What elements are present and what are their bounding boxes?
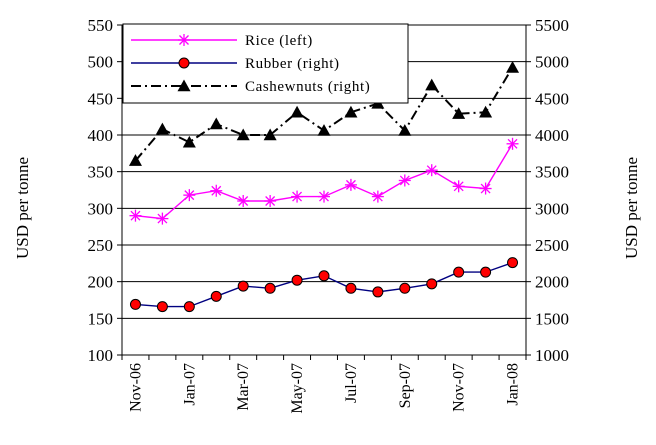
x-tick-label: May-07 xyxy=(289,363,306,414)
data-point xyxy=(372,286,384,298)
legend-label: Rubber (right) xyxy=(245,56,340,72)
left-tick-label: 100 xyxy=(88,346,114,365)
x-axis-ticks: Nov-06 Jan-07 Mar-07 May-07 Jul-07 Sep-07 Nov-… xyxy=(121,355,527,414)
data-point xyxy=(344,105,358,118)
data-point xyxy=(156,301,168,313)
legend-label: Cashewnuts (right) xyxy=(245,79,370,95)
data-point xyxy=(425,164,438,177)
data-point xyxy=(425,78,439,91)
data-point xyxy=(182,135,196,148)
left-tick-label: 500 xyxy=(88,53,114,72)
right-tick-label: 2500 xyxy=(535,236,569,255)
data-point xyxy=(237,195,250,207)
left-tick-label: 150 xyxy=(88,309,114,328)
legend: Rice (left) Rubber (right) Cashewnuts (rig… xyxy=(122,23,409,104)
right-tick-label: 3000 xyxy=(535,199,569,218)
left-tick-label: 450 xyxy=(88,89,114,108)
data-point xyxy=(345,282,357,294)
left-tick-label: 400 xyxy=(88,126,114,145)
right-axis-title: USD per tonne xyxy=(622,157,641,259)
right-tick-label: 4500 xyxy=(535,89,569,108)
data-point xyxy=(344,178,357,191)
data-point xyxy=(399,282,411,294)
data-point xyxy=(317,124,331,136)
series-line xyxy=(135,143,514,220)
data-point xyxy=(507,257,519,269)
right-tick-label: 4000 xyxy=(535,126,569,145)
data-point xyxy=(479,182,492,195)
data-point xyxy=(506,137,519,150)
data-point xyxy=(264,195,277,207)
left-tick-label: 550 xyxy=(88,16,114,35)
data-point xyxy=(426,278,438,290)
series xyxy=(128,61,520,313)
data-point xyxy=(128,154,142,166)
x-tick-label: Jul-07 xyxy=(343,363,360,403)
data-point xyxy=(210,290,222,302)
left-axis-title: USD per tonne xyxy=(13,157,32,259)
right-tick-label: 5000 xyxy=(535,53,569,72)
data-point xyxy=(291,274,303,286)
right-tick-label: 2000 xyxy=(535,273,569,292)
data-point xyxy=(129,298,141,310)
data-point xyxy=(156,212,169,225)
data-point xyxy=(398,124,412,136)
series-0 xyxy=(129,137,519,225)
data-point xyxy=(291,190,304,203)
left-tick-label: 300 xyxy=(88,199,114,218)
left-tick-label: 200 xyxy=(88,273,114,292)
data-point xyxy=(452,180,465,193)
data-point xyxy=(398,174,411,187)
right-tick-label: 5500 xyxy=(535,16,569,35)
right-tick-label: 3500 xyxy=(535,163,569,182)
x-tick-label: Jan-07 xyxy=(181,363,198,406)
x-tick-label: Nov-06 xyxy=(127,363,144,412)
right-tick-label: 1000 xyxy=(535,346,569,365)
data-point xyxy=(155,122,169,135)
data-point xyxy=(263,128,277,141)
data-point xyxy=(371,190,384,203)
right-tick-label: 1500 xyxy=(535,309,569,328)
data-point xyxy=(183,189,196,202)
data-point xyxy=(480,266,492,278)
left-tick-label: 350 xyxy=(88,163,114,182)
series-2 xyxy=(128,61,520,166)
data-point xyxy=(479,105,493,118)
data-point xyxy=(183,301,195,313)
data-point xyxy=(236,128,250,141)
series-1 xyxy=(129,257,519,313)
data-point xyxy=(506,61,520,73)
data-point xyxy=(210,184,223,197)
x-tick-label: Sep-07 xyxy=(397,363,414,408)
data-point xyxy=(237,280,249,292)
x-tick-label: Nov-07 xyxy=(451,363,468,412)
data-point xyxy=(318,190,330,203)
legend-marker xyxy=(177,79,191,92)
data-point xyxy=(264,282,276,294)
data-point xyxy=(290,105,304,118)
right-axis-ticks: 1000 1500 2000 2500 3000 3500 4000 4500 5000 5500 xyxy=(526,16,569,365)
axes xyxy=(121,25,527,356)
data-point xyxy=(129,209,142,222)
legend-label: Rice (left) xyxy=(245,33,313,49)
data-point xyxy=(209,117,223,130)
x-tick-label: Jan-08 xyxy=(505,363,522,406)
legend-marker xyxy=(178,34,190,46)
left-tick-label: 250 xyxy=(88,236,114,255)
data-point xyxy=(453,266,465,278)
x-tick-label: Mar-07 xyxy=(235,363,252,411)
legend-marker xyxy=(178,57,190,69)
data-point xyxy=(452,107,466,119)
data-point xyxy=(318,270,330,282)
left-axis-ticks: 100 150 200 250 300 350 400 450 500 550 xyxy=(88,16,122,365)
